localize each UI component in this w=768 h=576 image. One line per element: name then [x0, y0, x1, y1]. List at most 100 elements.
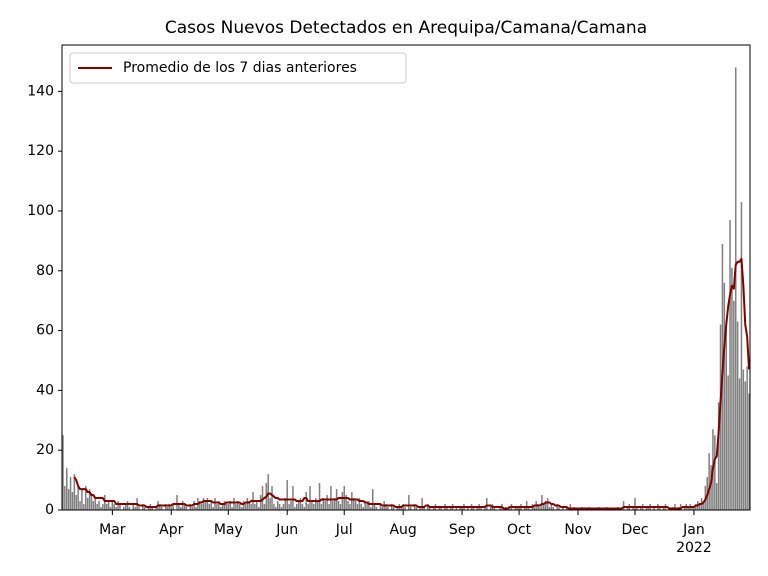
bar	[742, 369, 745, 510]
bar	[170, 507, 173, 510]
bar	[134, 507, 136, 510]
bar	[94, 498, 97, 510]
bar	[199, 501, 201, 510]
bar	[71, 492, 74, 510]
bar	[368, 501, 370, 510]
bar	[313, 504, 315, 510]
bar	[235, 504, 237, 510]
bar	[440, 507, 442, 510]
bar	[514, 507, 517, 510]
bar	[161, 507, 163, 510]
bar	[695, 504, 697, 510]
bar	[379, 504, 382, 510]
bar	[524, 507, 526, 510]
bar	[715, 483, 718, 510]
bar	[698, 504, 701, 510]
bar	[62, 435, 64, 510]
bar	[558, 507, 560, 510]
bar	[552, 507, 555, 510]
bar	[282, 504, 285, 510]
bar	[419, 507, 422, 510]
bar	[269, 498, 271, 510]
bar	[64, 486, 66, 510]
bar	[375, 507, 378, 510]
bar	[233, 498, 235, 510]
bar	[714, 435, 716, 510]
bar	[546, 498, 549, 510]
bar	[96, 504, 98, 510]
y-tick-label: 80	[36, 263, 54, 279]
bar	[259, 495, 262, 510]
bar	[723, 282, 726, 510]
bar	[385, 504, 387, 510]
bar	[725, 321, 728, 510]
bar	[413, 504, 416, 510]
bar	[734, 67, 737, 511]
bar	[155, 507, 157, 510]
y-tick-label: 140	[27, 83, 54, 99]
axes-frame	[61, 44, 751, 511]
bar	[123, 507, 125, 510]
bar	[687, 507, 689, 510]
bar	[189, 504, 192, 510]
bar	[351, 492, 353, 510]
bar	[142, 504, 144, 510]
bar	[240, 507, 243, 510]
bar	[69, 477, 72, 510]
bar	[362, 507, 364, 510]
bar	[138, 507, 140, 510]
bar	[345, 495, 347, 510]
bar	[508, 507, 511, 510]
bar	[537, 504, 539, 510]
bar	[309, 486, 311, 510]
bar	[105, 504, 108, 510]
bar	[124, 504, 127, 510]
bar	[733, 300, 735, 510]
bar	[710, 465, 712, 510]
bar	[484, 507, 486, 510]
bar	[658, 507, 661, 510]
bar	[208, 504, 211, 510]
bar	[516, 507, 518, 510]
bar	[132, 504, 135, 510]
x-tick-label: Aug	[389, 522, 416, 538]
bar	[237, 501, 239, 510]
bar	[191, 507, 193, 510]
bar	[218, 501, 220, 510]
bar	[195, 507, 197, 510]
bar	[415, 507, 418, 510]
bar	[533, 507, 536, 510]
bar	[352, 498, 355, 510]
bar	[246, 498, 249, 510]
bar	[539, 507, 541, 510]
bar	[204, 501, 207, 510]
bar	[284, 498, 287, 510]
bar	[223, 501, 226, 510]
bar	[90, 495, 93, 510]
bar	[423, 507, 425, 510]
bar	[229, 501, 231, 510]
bar	[390, 504, 393, 510]
bar	[461, 507, 463, 510]
bar	[104, 495, 106, 510]
bar	[147, 507, 150, 510]
bar	[543, 504, 545, 510]
bar	[227, 504, 230, 510]
bar	[316, 501, 319, 510]
bar	[404, 507, 406, 510]
bar	[647, 507, 650, 510]
bar	[729, 219, 731, 511]
bar	[248, 501, 250, 510]
bar	[446, 507, 448, 510]
x-tick-label: Nov	[564, 522, 591, 538]
bar	[273, 504, 275, 510]
bar	[674, 504, 676, 510]
bar	[428, 507, 431, 510]
bar	[408, 495, 410, 510]
bar	[115, 507, 117, 510]
bar	[738, 378, 741, 510]
bar	[261, 486, 264, 510]
bar	[476, 507, 479, 510]
